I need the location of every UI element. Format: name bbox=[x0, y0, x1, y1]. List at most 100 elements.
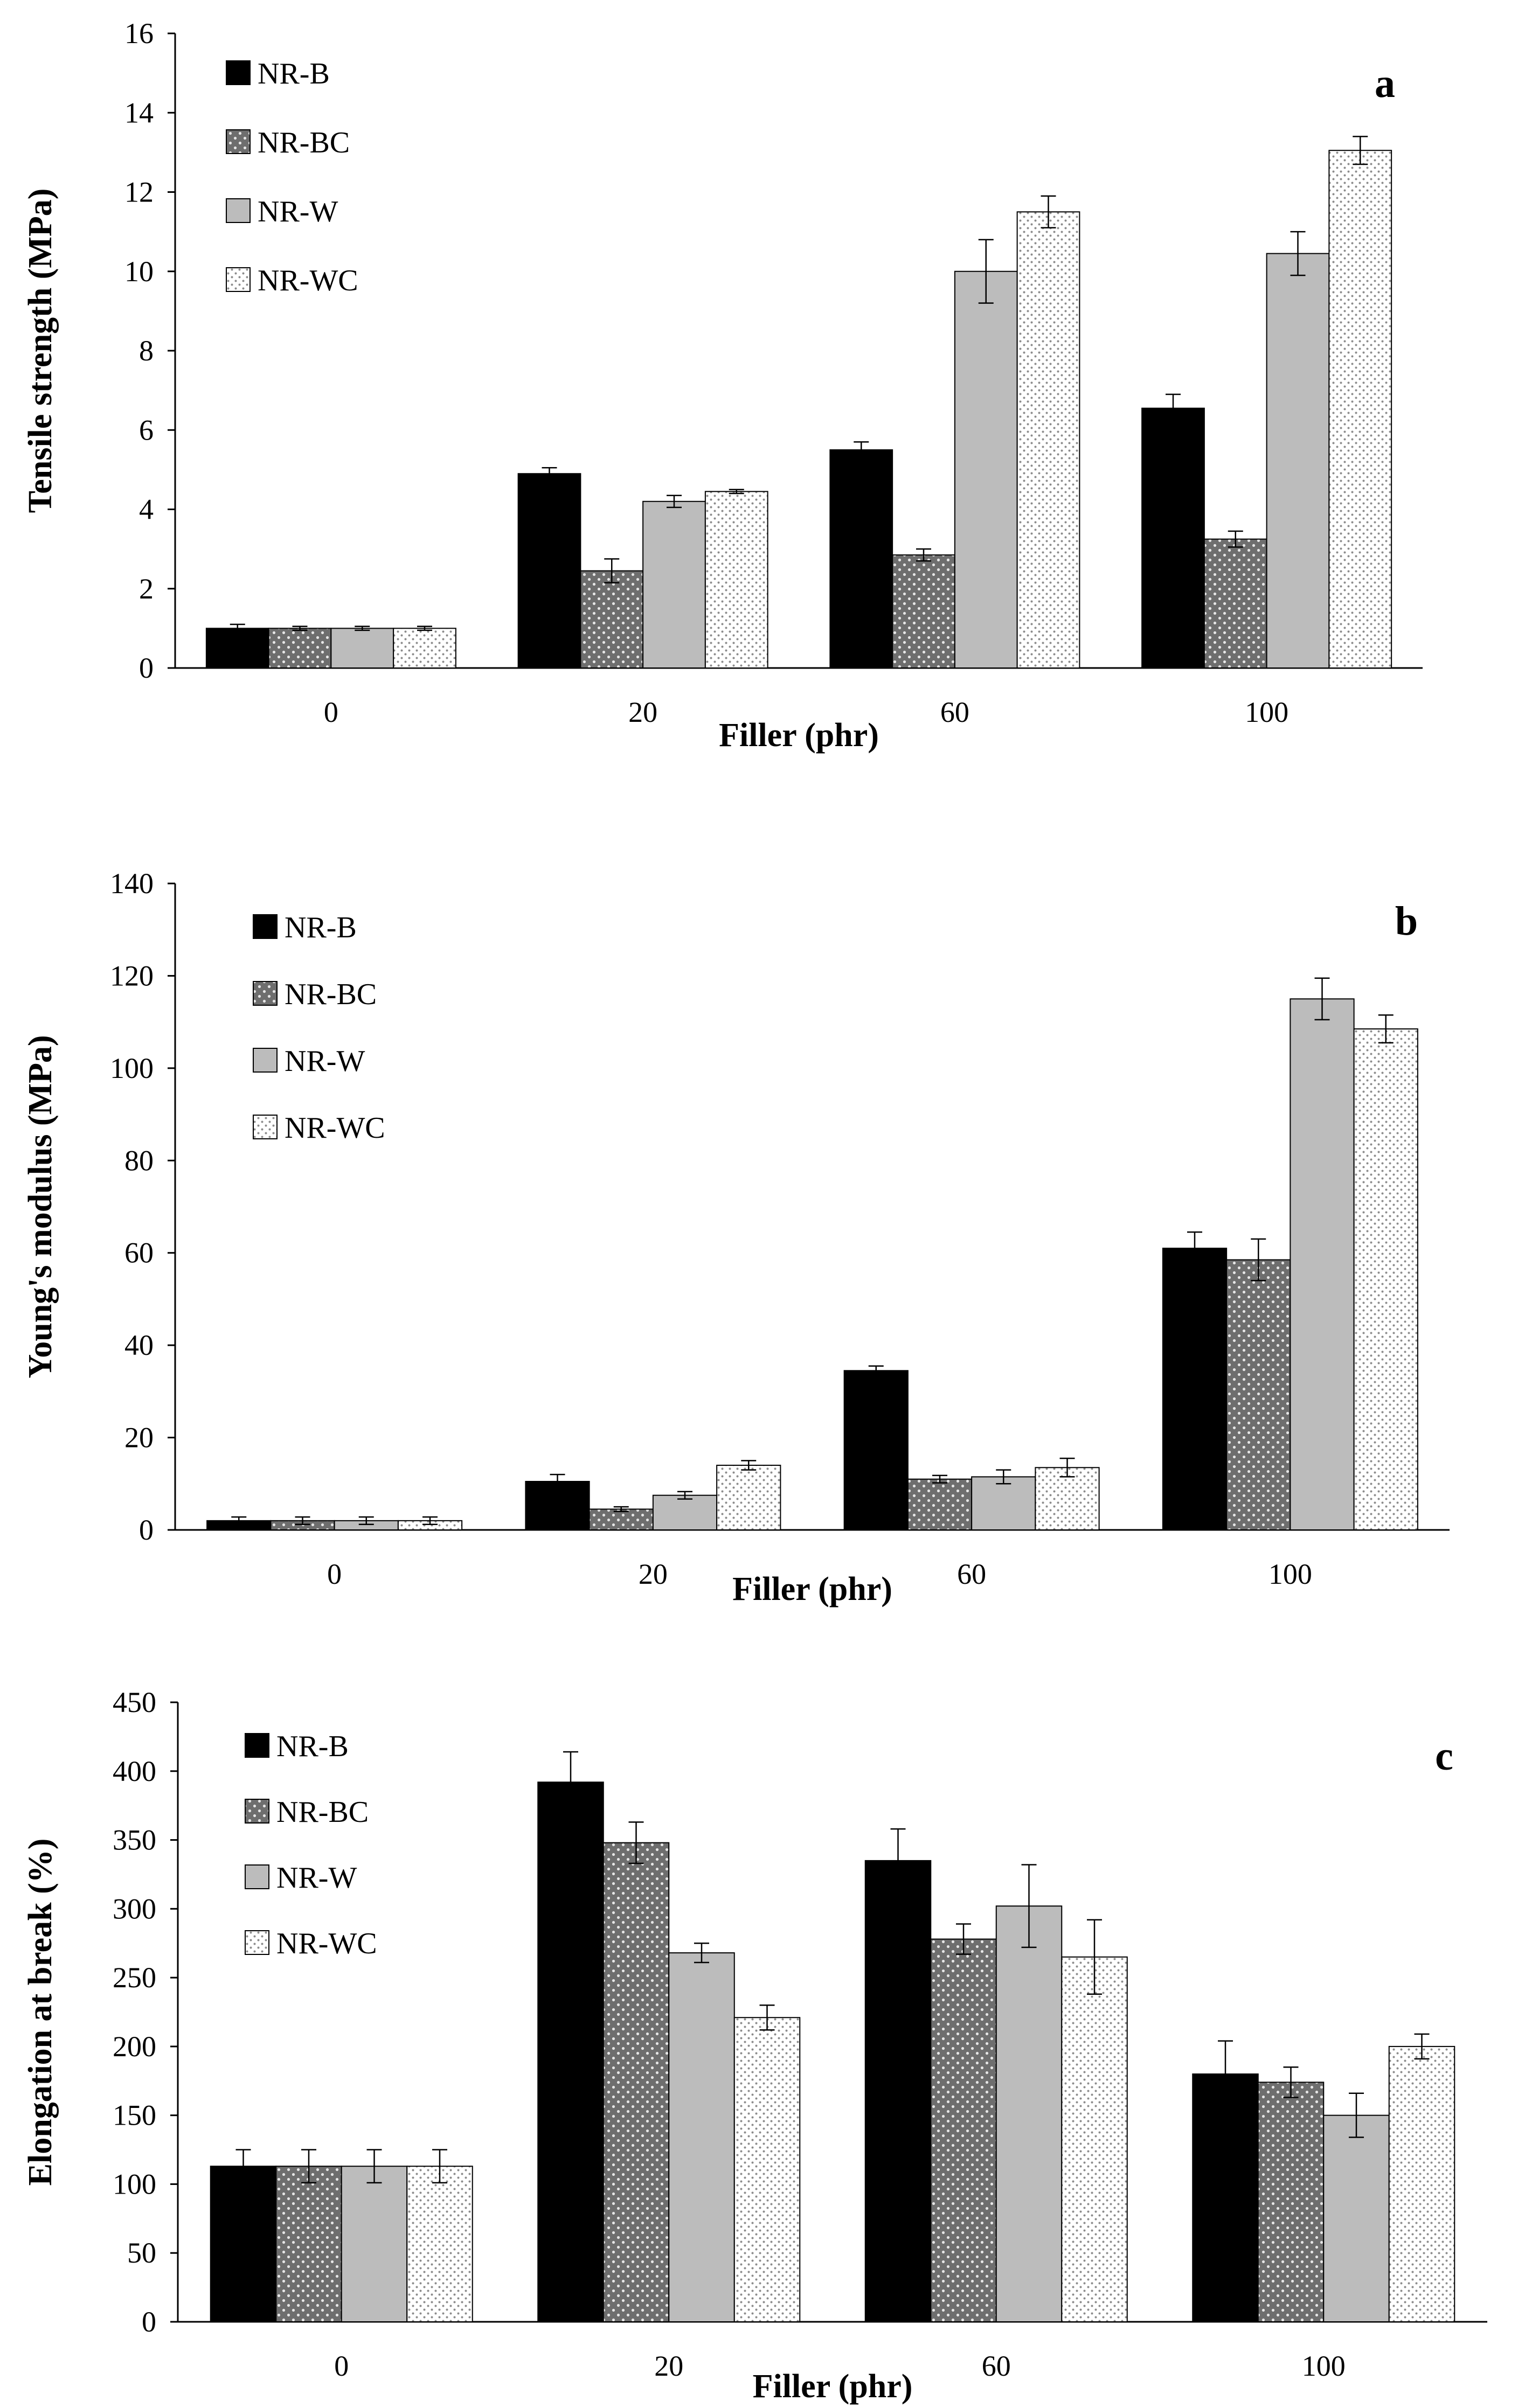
legend-label: NR-BC bbox=[276, 1795, 369, 1829]
x-ticks: 0 20 60 100 bbox=[334, 2350, 1346, 2382]
y-tick-label: 12 bbox=[124, 176, 154, 208]
bar-nr-bc-100 bbox=[1257, 2082, 1325, 2322]
y-ticks: 0 20 40 60 80 100 120 140 bbox=[110, 867, 175, 1546]
panel-label: a bbox=[1375, 61, 1395, 106]
bars bbox=[206, 977, 1418, 1531]
y-tick-label: 200 bbox=[113, 2030, 156, 2063]
bar-nr-wc-20 bbox=[704, 491, 768, 669]
y-tick-label: 40 bbox=[124, 1329, 154, 1361]
y-ticks: 0 50 100 150 200 250 300 350 400 450 bbox=[113, 1686, 178, 2338]
legend-label: NR-WC bbox=[258, 264, 358, 297]
bar-nr-b-100 bbox=[1162, 1248, 1228, 1530]
bar-nr-w-20 bbox=[668, 1952, 735, 2322]
y-tick-label: 100 bbox=[110, 1052, 154, 1084]
bar-nr-b-20 bbox=[525, 1481, 590, 1530]
bar-nr-bc-0 bbox=[275, 2166, 342, 2322]
y-tick-label: 10 bbox=[124, 255, 154, 288]
legend-label: NR-B bbox=[276, 1730, 349, 1763]
x-tick-label: 60 bbox=[982, 2350, 1011, 2382]
y-tick-label: 20 bbox=[124, 1422, 154, 1454]
bar-nr-wc-20 bbox=[733, 2017, 801, 2322]
legend-label: NR-B bbox=[285, 911, 357, 944]
legend-swatch-nr-wc bbox=[253, 1115, 278, 1139]
y-tick-label: 400 bbox=[113, 1755, 156, 1787]
legend-swatch-nr-b bbox=[226, 60, 251, 85]
bar-nr-b-20 bbox=[517, 473, 581, 669]
legend-swatch-nr-b bbox=[253, 914, 278, 939]
x-ticks: 0 20 60 100 bbox=[327, 1558, 1312, 1590]
bars bbox=[210, 1751, 1455, 2323]
bar-nr-wc-60 bbox=[1016, 211, 1080, 669]
y-axis-title: Young's modulus (MPa) bbox=[22, 1035, 59, 1378]
x-axis-title: Filler (phr) bbox=[753, 2368, 913, 2405]
bar-nr-w-0 bbox=[330, 628, 394, 669]
legend-label: NR-W bbox=[276, 1861, 357, 1895]
bar-nr-wc-0 bbox=[406, 2166, 473, 2322]
x-tick-label: 20 bbox=[628, 696, 657, 728]
bar-nr-w-20 bbox=[652, 1494, 718, 1531]
x-tick-label: 20 bbox=[654, 2350, 683, 2382]
y-tick-label: 6 bbox=[139, 414, 154, 446]
bar-nr-b-60 bbox=[864, 1860, 932, 2322]
bar-nr-w-60 bbox=[954, 270, 1018, 669]
legend-label: NR-WC bbox=[285, 1111, 385, 1145]
legend: NR-B NR-BC NR-W NR-WC bbox=[226, 57, 358, 297]
x-axis-title: Filler (phr) bbox=[732, 1571, 892, 1607]
x-tick-label: 100 bbox=[1245, 696, 1288, 728]
legend-swatch-nr-b bbox=[245, 1733, 269, 1758]
legend-label: NR-BC bbox=[258, 126, 350, 159]
legend-label: NR-BC bbox=[285, 978, 377, 1011]
x-axis-title: Filler (phr) bbox=[719, 717, 879, 754]
bar-nr-bc-20 bbox=[588, 1508, 654, 1530]
x-tick-label: 0 bbox=[334, 2350, 349, 2382]
bar-nr-w-20 bbox=[642, 500, 706, 669]
bar-nr-wc-20 bbox=[716, 1465, 781, 1530]
bar-nr-bc-20 bbox=[580, 570, 644, 669]
bar-nr-bc-60 bbox=[907, 1478, 973, 1531]
legend-swatch-nr-bc bbox=[226, 129, 251, 154]
legend-swatch-nr-bc bbox=[245, 1799, 269, 1824]
y-tick-label: 150 bbox=[113, 2099, 156, 2132]
bar-nr-b-100 bbox=[1141, 407, 1205, 669]
x-tick-label: 20 bbox=[639, 1558, 668, 1590]
legend-swatch-nr-wc bbox=[245, 1930, 269, 1955]
bar-nr-b-60 bbox=[843, 1370, 909, 1530]
legend-label: NR-WC bbox=[276, 1927, 377, 1960]
x-ticks: 0 20 60 100 bbox=[324, 696, 1288, 728]
bar-nr-w-100 bbox=[1290, 998, 1355, 1531]
y-tick-label: 100 bbox=[113, 2168, 156, 2200]
y-tick-label: 50 bbox=[127, 2237, 156, 2269]
x-tick-label: 60 bbox=[940, 696, 969, 728]
y-tick-label: 8 bbox=[139, 335, 154, 367]
y-tick-label: 2 bbox=[139, 573, 154, 605]
x-tick-label: 0 bbox=[324, 696, 338, 728]
bar-nr-b-100 bbox=[1192, 2073, 1259, 2322]
y-ticks: 0 2 4 6 8 10 12 14 16 bbox=[124, 17, 175, 684]
bar-nr-b-60 bbox=[829, 449, 893, 669]
bar-nr-bc-0 bbox=[268, 628, 332, 669]
bars bbox=[205, 136, 1392, 669]
legend-swatch-nr-w bbox=[253, 1048, 278, 1073]
chart-panel-a: 0 2 4 6 8 10 12 14 16 0 20 60 100 NR-B NR-BC NR-W NR-W… bbox=[22, 17, 1423, 754]
y-tick-label: 120 bbox=[110, 959, 154, 992]
bar-nr-wc-100 bbox=[1328, 150, 1392, 669]
y-tick-label: 0 bbox=[139, 1514, 154, 1546]
y-tick-label: 0 bbox=[142, 2306, 156, 2338]
legend-swatch-nr-w bbox=[226, 198, 251, 223]
bar-nr-bc-100 bbox=[1203, 538, 1267, 669]
y-tick-label: 0 bbox=[139, 652, 154, 684]
bar-nr-b-20 bbox=[537, 1781, 604, 2322]
bar-nr-w-100 bbox=[1323, 2114, 1390, 2323]
bar-nr-w-0 bbox=[341, 2166, 408, 2322]
legend-label: NR-W bbox=[258, 195, 338, 228]
bar-nr-wc-60 bbox=[1061, 1956, 1128, 2323]
y-tick-label: 350 bbox=[113, 1824, 156, 1856]
legend-swatch-nr-w bbox=[245, 1864, 269, 1889]
y-tick-label: 450 bbox=[113, 1686, 156, 1718]
y-tick-label: 80 bbox=[124, 1144, 154, 1177]
y-tick-label: 4 bbox=[139, 493, 154, 526]
x-tick-label: 60 bbox=[957, 1558, 986, 1590]
chart-panel-c: 0 50 100 150 200 250 300 350 400 450 0 20 60 100 NR-… bbox=[22, 1686, 1487, 2405]
x-tick-label: 0 bbox=[327, 1558, 342, 1590]
